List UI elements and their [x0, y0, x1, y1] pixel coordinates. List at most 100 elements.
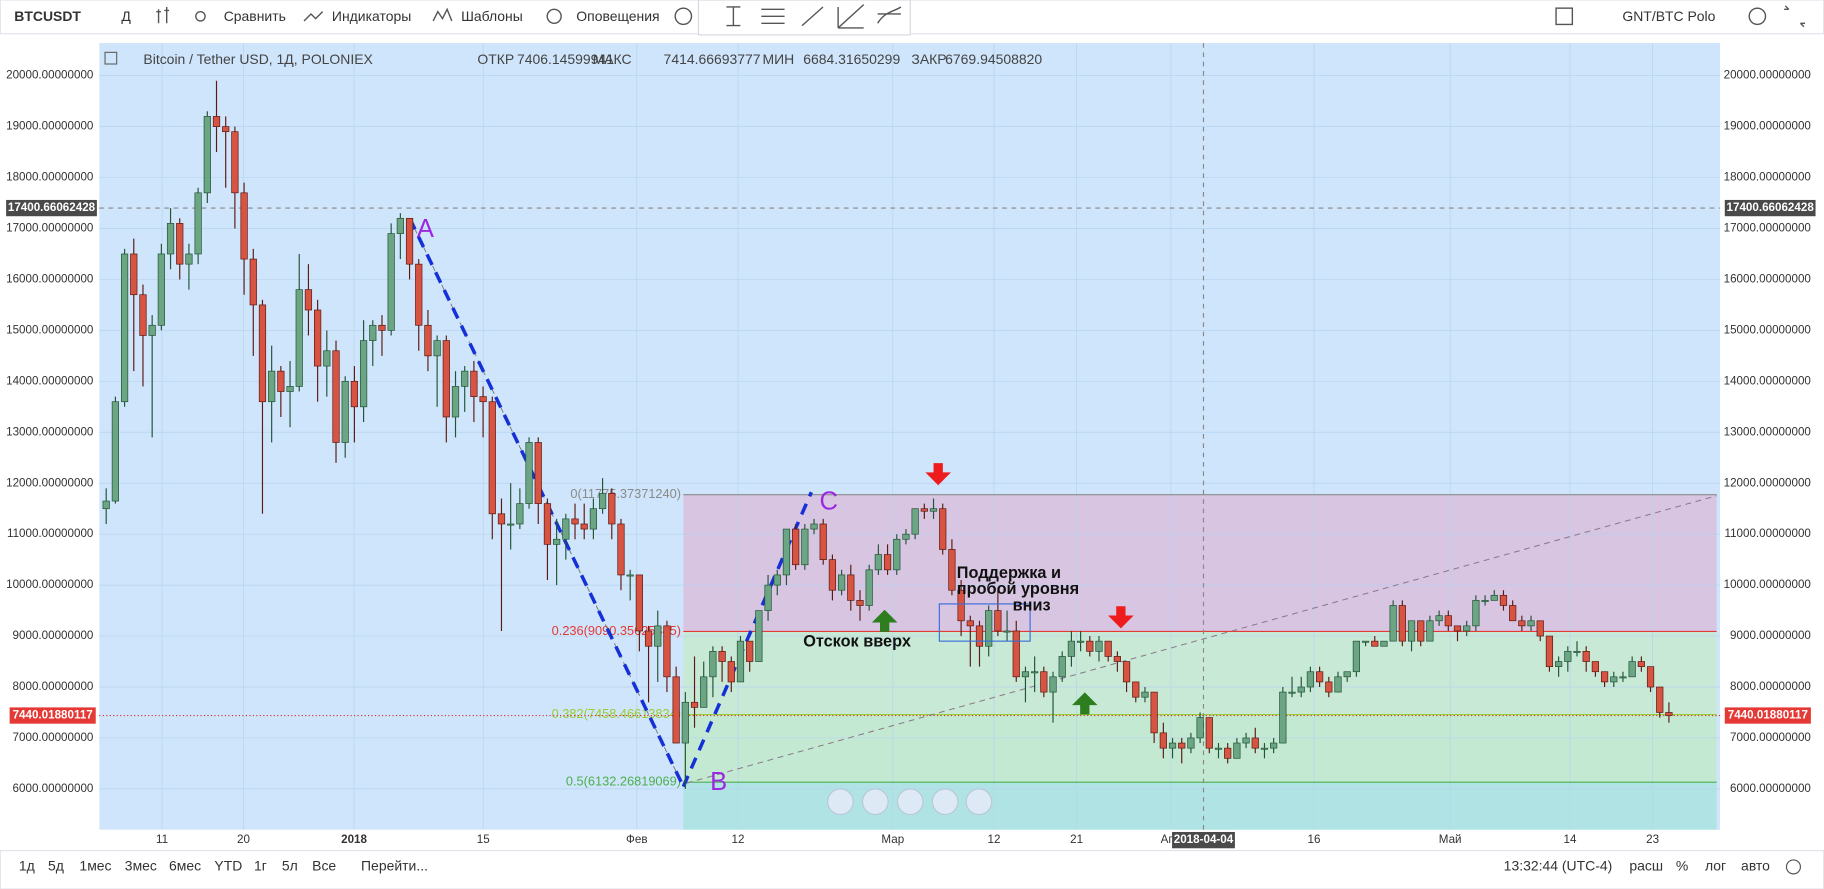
- toolbar-item[interactable]: Оповещения: [576, 8, 659, 24]
- candle-body: [819, 523, 827, 560]
- annotation: пробой уровня: [957, 580, 1079, 598]
- fib-zone: [683, 782, 1717, 830]
- candle-body: [1316, 671, 1324, 683]
- candle-body: [1067, 640, 1076, 657]
- fib-tool: [761, 8, 785, 24]
- candle-body: [157, 253, 165, 326]
- arrow-up: [871, 609, 898, 632]
- candle-body: [782, 528, 791, 576]
- range-button[interactable]: 1г: [254, 858, 267, 874]
- toolbar-item[interactable]: Сравнить: [224, 8, 286, 24]
- candle-body: [488, 401, 496, 515]
- candle-body: [1150, 691, 1158, 734]
- candle-body: [1122, 661, 1131, 683]
- zoom-button[interactable]: [965, 788, 993, 816]
- candle-body: [1509, 605, 1517, 622]
- candle-body: [1398, 605, 1406, 642]
- candle-body: [359, 340, 368, 408]
- candle-body: [1499, 594, 1508, 606]
- candle-body: [102, 500, 110, 510]
- candle-body: [580, 523, 588, 530]
- candle-body: [1426, 620, 1434, 642]
- candle-body: [1159, 732, 1167, 749]
- candle-body: [1306, 671, 1315, 688]
- y-tick-label: 15000.00000000: [6, 323, 94, 336]
- date-tag-bg: [1172, 831, 1235, 849]
- y-tick-label: 18000.00000000: [1724, 171, 1812, 184]
- y-tick-label: 20000.00000000: [1724, 69, 1812, 82]
- legend-value: 7406.14599941: [517, 51, 614, 67]
- candle-body: [1270, 742, 1278, 749]
- scale-option[interactable]: %: [1676, 858, 1688, 874]
- candle-body: [1077, 640, 1085, 643]
- legend-label: ОТКР: [477, 51, 514, 67]
- range-button[interactable]: 6мес: [169, 858, 201, 874]
- range-button[interactable]: Все: [312, 858, 336, 874]
- range-button[interactable]: 5л: [282, 858, 298, 874]
- candle-body: [1389, 605, 1397, 642]
- gann-tool: [837, 4, 865, 29]
- candle-body: [130, 253, 138, 296]
- arrow-down: [925, 463, 951, 486]
- scale-option[interactable]: расш: [1629, 858, 1663, 874]
- annotation: Поддержка и: [957, 564, 1061, 582]
- toolbar-icons: [156, 4, 1806, 29]
- y-tick-label: 15000.00000000: [1724, 323, 1812, 336]
- drawing-toolbar: [697, 0, 911, 36]
- range-button[interactable]: 1мес: [79, 858, 111, 874]
- scale-option[interactable]: авто: [1741, 858, 1770, 874]
- candle-body: [1224, 747, 1232, 759]
- toolbar-item[interactable]: Индикаторы: [332, 8, 411, 24]
- x-tick-label: 2018: [341, 833, 367, 846]
- range-button[interactable]: 3мес: [125, 858, 157, 874]
- range-button[interactable]: 1д: [19, 858, 35, 874]
- price-tag: 17400.66062428: [8, 201, 96, 214]
- candle-body: [277, 370, 285, 392]
- candle-body: [1361, 640, 1370, 643]
- candle-body: [1021, 671, 1030, 678]
- fullscreen-icon: [1784, 5, 1806, 28]
- collapse-icon[interactable]: [104, 51, 118, 65]
- zoom-button[interactable]: [931, 788, 959, 816]
- candle-body: [644, 630, 653, 647]
- candle-body: [323, 350, 331, 367]
- candle-body: [1518, 620, 1526, 627]
- zoom-button[interactable]: [861, 788, 889, 816]
- x-tick-label: 15: [477, 833, 490, 846]
- range-button[interactable]: 5д: [48, 858, 64, 874]
- candle-body: [911, 508, 919, 535]
- x-tick-label: 12: [988, 833, 1001, 846]
- range-button[interactable]: YTD: [214, 858, 242, 874]
- candle-body: [1380, 640, 1388, 647]
- y-tick-label: 19000.00000000: [6, 120, 94, 133]
- candle-body: [1196, 717, 1204, 739]
- symbol[interactable]: BTCUSDT: [14, 8, 81, 24]
- scale-option[interactable]: лог: [1705, 858, 1726, 874]
- candle-body: [212, 116, 221, 127]
- x-tick-label: 11: [156, 833, 168, 846]
- candle-body: [470, 370, 478, 397]
- zoom-button[interactable]: [827, 788, 854, 816]
- legend-value: 6684.31650299: [803, 51, 900, 67]
- candle-body: [525, 442, 533, 504]
- interval[interactable]: Д: [121, 8, 131, 24]
- candle-body: [617, 523, 625, 576]
- wave-label: C: [819, 487, 837, 515]
- candle-body: [746, 640, 754, 662]
- x-tick-label: 16: [1308, 833, 1321, 846]
- layout-icon: [1555, 7, 1574, 26]
- candle-body: [341, 380, 349, 443]
- fib-label: 0.236(9090.35625845): [552, 623, 681, 638]
- clock: 13:32:44 (UTC-4): [1504, 858, 1613, 874]
- replay-icon: [674, 7, 693, 26]
- pair-select[interactable]: GNT/BTC Polo: [1622, 8, 1715, 24]
- candle-body: [1472, 600, 1480, 627]
- goto-button[interactable]: Перейти...: [361, 858, 428, 874]
- candle-body: [553, 538, 561, 545]
- settings-button[interactable]: [1785, 859, 1802, 875]
- candle-body: [1141, 691, 1149, 698]
- candle-body: [1527, 620, 1535, 627]
- y-tick-label: 17000.00000000: [1724, 222, 1812, 235]
- toolbar-item[interactable]: Шаблоны: [461, 8, 523, 24]
- zoom-button[interactable]: [896, 788, 924, 816]
